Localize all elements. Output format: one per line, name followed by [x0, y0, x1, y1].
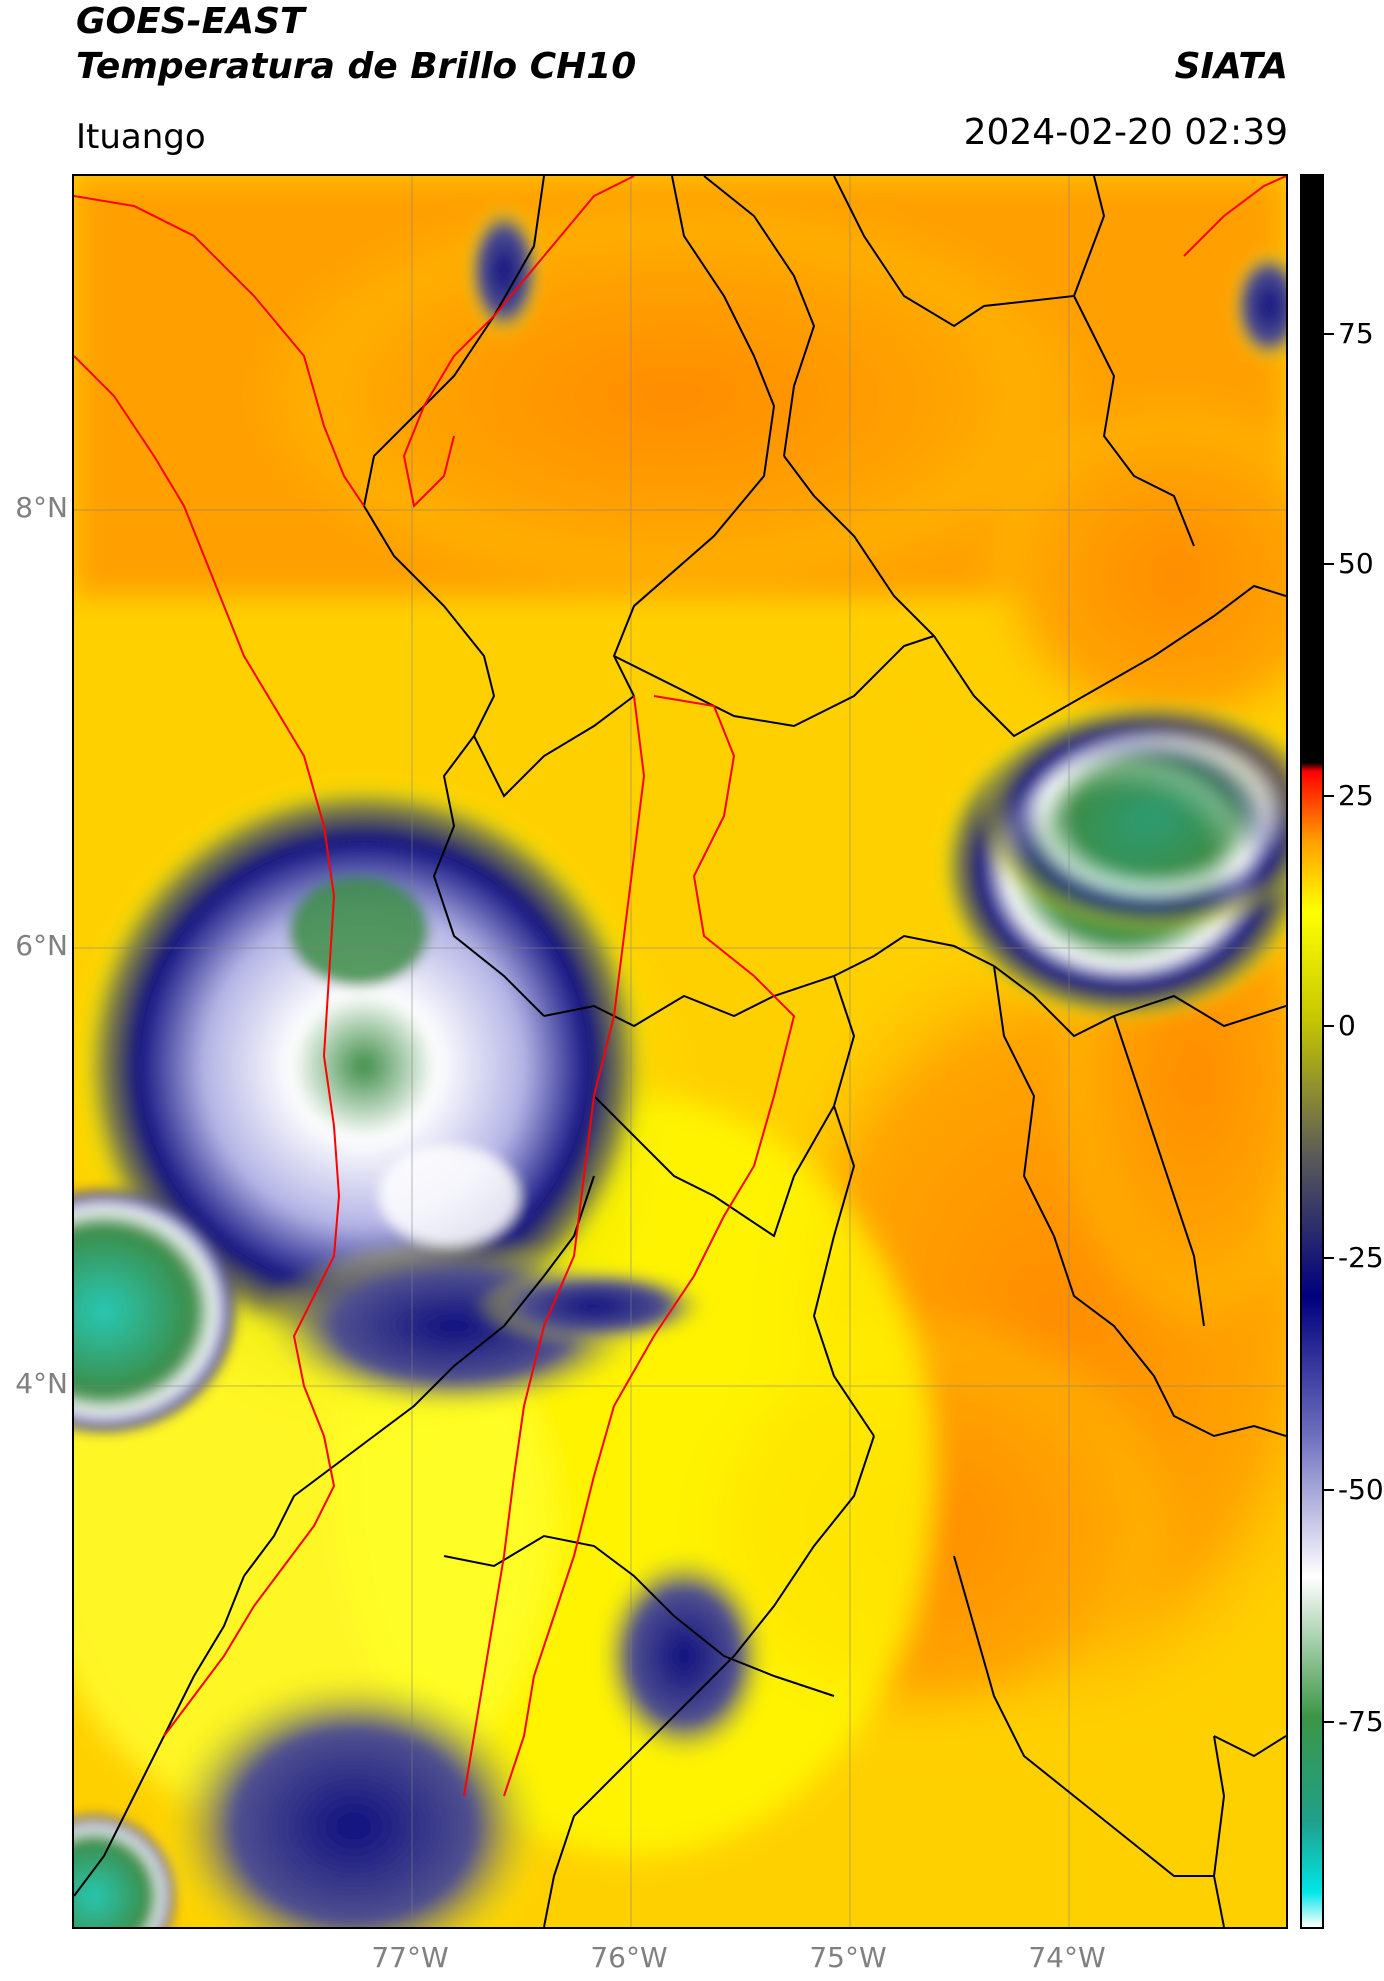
- lat-label-6n: 6°N: [15, 929, 68, 962]
- colorbar-label-minus25: -25: [1338, 1241, 1384, 1274]
- colorbar-tick: [1324, 333, 1334, 335]
- brightness-temperature-map: [72, 174, 1288, 1929]
- cloud-cluster-east: [934, 696, 1286, 1026]
- colorbar-tick: [1324, 1489, 1334, 1491]
- cloud-cluster-southwest-corner: [74, 201, 1286, 1927]
- colorbar-tick: [1324, 563, 1334, 565]
- colorbar-label-50: 50: [1338, 547, 1374, 580]
- colorbar-tick: [1324, 1721, 1334, 1723]
- lon-label-77w: 77°W: [371, 1941, 449, 1974]
- brand-label: SIATA: [1174, 46, 1288, 87]
- colorbar-label-25: 25: [1338, 779, 1374, 812]
- colorbar-label-minus75: -75: [1338, 1705, 1384, 1738]
- lon-label-75w: 75°W: [809, 1941, 887, 1974]
- lon-label-76w: 76°W: [590, 1941, 668, 1974]
- colorbar-label-minus50: -50: [1338, 1473, 1384, 1506]
- colorbar-tick: [1324, 1025, 1334, 1027]
- map-title-product: Temperatura de Brillo CH10: [76, 46, 637, 87]
- colorbar: [1300, 174, 1324, 1929]
- lat-label-8n: 8°N: [15, 491, 68, 524]
- colorbar-label-75: 75: [1338, 317, 1374, 350]
- lon-label-74w: 74°W: [1028, 1941, 1106, 1974]
- timestamp-label: 2024-02-20 02:39: [963, 112, 1288, 153]
- coastline-and-watershed: [74, 176, 1286, 1797]
- colorbar-label-0: 0: [1338, 1009, 1356, 1042]
- lat-label-4n: 4°N: [15, 1367, 68, 1400]
- map-title-satellite: GOES-EAST: [76, 1, 305, 42]
- region-label: Ituango: [76, 117, 206, 157]
- colorbar-tick: [1324, 795, 1334, 797]
- colorbar-tick: [1324, 1257, 1334, 1259]
